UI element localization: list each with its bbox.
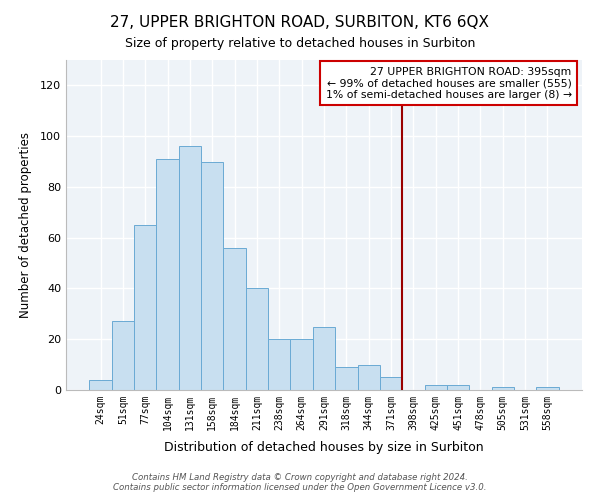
Text: 27 UPPER BRIGHTON ROAD: 395sqm
← 99% of detached houses are smaller (555)
1% of : 27 UPPER BRIGHTON ROAD: 395sqm ← 99% of … — [326, 66, 572, 100]
Bar — [536, 388, 559, 390]
Bar — [447, 385, 469, 390]
Bar — [223, 248, 246, 390]
Bar — [157, 159, 179, 390]
Bar — [134, 225, 157, 390]
Bar — [313, 326, 335, 390]
Bar — [425, 385, 447, 390]
X-axis label: Distribution of detached houses by size in Surbiton: Distribution of detached houses by size … — [164, 441, 484, 454]
Bar — [89, 380, 112, 390]
Bar — [112, 322, 134, 390]
Bar — [335, 367, 358, 390]
Y-axis label: Number of detached properties: Number of detached properties — [19, 132, 32, 318]
Bar — [290, 339, 313, 390]
Bar — [491, 388, 514, 390]
Bar — [246, 288, 268, 390]
Text: 27, UPPER BRIGHTON ROAD, SURBITON, KT6 6QX: 27, UPPER BRIGHTON ROAD, SURBITON, KT6 6… — [110, 15, 490, 30]
Bar — [201, 162, 223, 390]
Text: Size of property relative to detached houses in Surbiton: Size of property relative to detached ho… — [125, 38, 475, 51]
Bar — [179, 146, 201, 390]
Bar — [268, 339, 290, 390]
Bar — [380, 378, 402, 390]
Bar — [358, 364, 380, 390]
Text: Contains HM Land Registry data © Crown copyright and database right 2024.
Contai: Contains HM Land Registry data © Crown c… — [113, 473, 487, 492]
